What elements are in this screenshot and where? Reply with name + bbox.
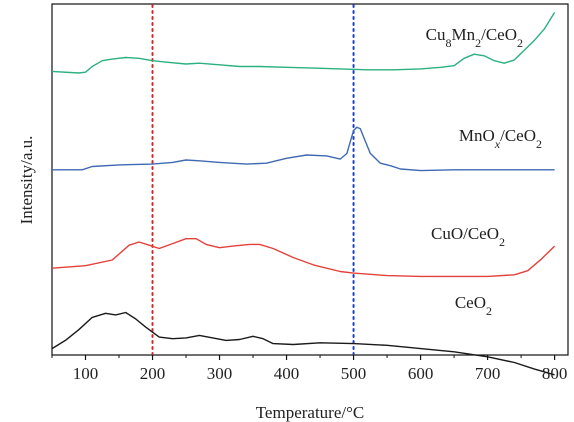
x-tick-label-600: 600 xyxy=(408,364,434,383)
series-label-cu8mn2-ceo2: Cu8Mn2/CeO2 xyxy=(426,25,523,50)
x-tick-label-700: 700 xyxy=(475,364,501,383)
x-axis-label: Temperature/°C xyxy=(256,403,365,422)
x-tick-label-800: 800 xyxy=(542,364,568,383)
series-line-ceo2 xyxy=(51,311,555,376)
series-label-cuo-ceo2: CuO/CeO2 xyxy=(431,224,505,249)
series-line-cu8mn2-ceo2 xyxy=(51,12,556,74)
reference-lines xyxy=(151,4,355,355)
series-lines xyxy=(51,12,556,376)
series-line-cuo-ceo2 xyxy=(51,238,556,278)
series-line-mnox-ceo2 xyxy=(52,126,555,172)
series-label-mnox-ceo2: MnOx/CeO2 xyxy=(459,126,542,151)
y-axis-label: Intensity/a.u. xyxy=(17,136,36,225)
x-tick-label-300: 300 xyxy=(207,364,233,383)
x-axis-ticks: 100 200 300 400 500 600 700 800 xyxy=(51,355,568,383)
x-tick-label-500: 500 xyxy=(341,364,367,383)
series-label-ceo2: CeO2 xyxy=(455,293,492,318)
series-labels: Cu8Mn2/CeO2 MnOx/CeO2 CuO/CeO2 CeO2 xyxy=(426,25,542,318)
x-tick-label-100: 100 xyxy=(73,364,99,383)
plot-frame xyxy=(51,3,569,356)
x-tick-label-400: 400 xyxy=(274,364,300,383)
x-tick-label-200: 200 xyxy=(140,364,166,383)
